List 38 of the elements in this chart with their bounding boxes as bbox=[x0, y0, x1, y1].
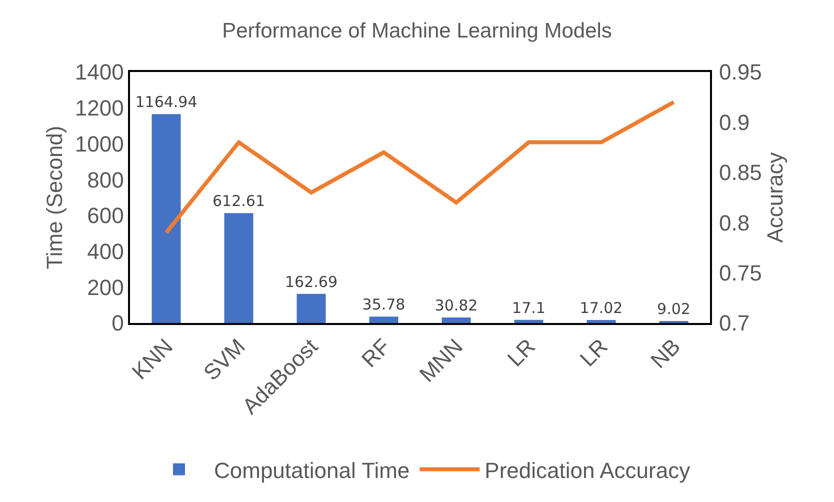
bar bbox=[442, 317, 471, 323]
y-tick-label: 1400 bbox=[74, 60, 124, 85]
bar bbox=[369, 316, 398, 323]
x-tick-label: LR bbox=[502, 334, 540, 372]
bar bbox=[586, 320, 616, 323]
legend-label: Computational Time bbox=[214, 458, 410, 483]
y2-tick-label: 0.8 bbox=[719, 210, 750, 236]
y2-tick-label: 0.85 bbox=[719, 160, 762, 186]
y2-tick-label: 0.7 bbox=[719, 310, 750, 336]
chart-title: Performance of Machine Learning Models bbox=[222, 19, 612, 42]
text: 17.02 bbox=[580, 298, 623, 317]
text: 30.82 bbox=[434, 296, 478, 314]
y2-tick-label: 0.75 bbox=[719, 260, 762, 286]
bar bbox=[514, 320, 544, 323]
bar bbox=[296, 294, 326, 323]
y-axis-title: Time (Second) bbox=[42, 126, 68, 270]
y-tick-label: 0 bbox=[112, 310, 124, 336]
text: 35.78 bbox=[362, 296, 406, 314]
text: 17.1 bbox=[512, 298, 546, 317]
y-tick-label: 600 bbox=[87, 203, 124, 228]
bar bbox=[224, 213, 254, 323]
text: 9.02 bbox=[657, 300, 690, 318]
x-tick-label: NB bbox=[646, 334, 686, 374]
legend-label: Predication Accuracy bbox=[484, 458, 690, 483]
y-tick-label: 800 bbox=[87, 167, 124, 192]
x-tick-label: LR bbox=[575, 334, 613, 372]
text: 1164.94 bbox=[135, 93, 198, 112]
text: 612.61 bbox=[212, 192, 265, 210]
y-tick-label: 1200 bbox=[74, 96, 124, 121]
bar bbox=[152, 114, 181, 323]
y-tick-label: 400 bbox=[87, 238, 124, 264]
text: 162.69 bbox=[285, 272, 338, 291]
y-tick-label: 1000 bbox=[74, 131, 124, 156]
y-tick-label: 200 bbox=[87, 274, 124, 300]
x-tick-label: RF bbox=[356, 334, 396, 372]
y2-tick-label: 0.9 bbox=[719, 110, 750, 135]
y2-axis-title: Accuracy bbox=[762, 152, 788, 243]
y2-tick-label: 0.95 bbox=[719, 60, 762, 85]
